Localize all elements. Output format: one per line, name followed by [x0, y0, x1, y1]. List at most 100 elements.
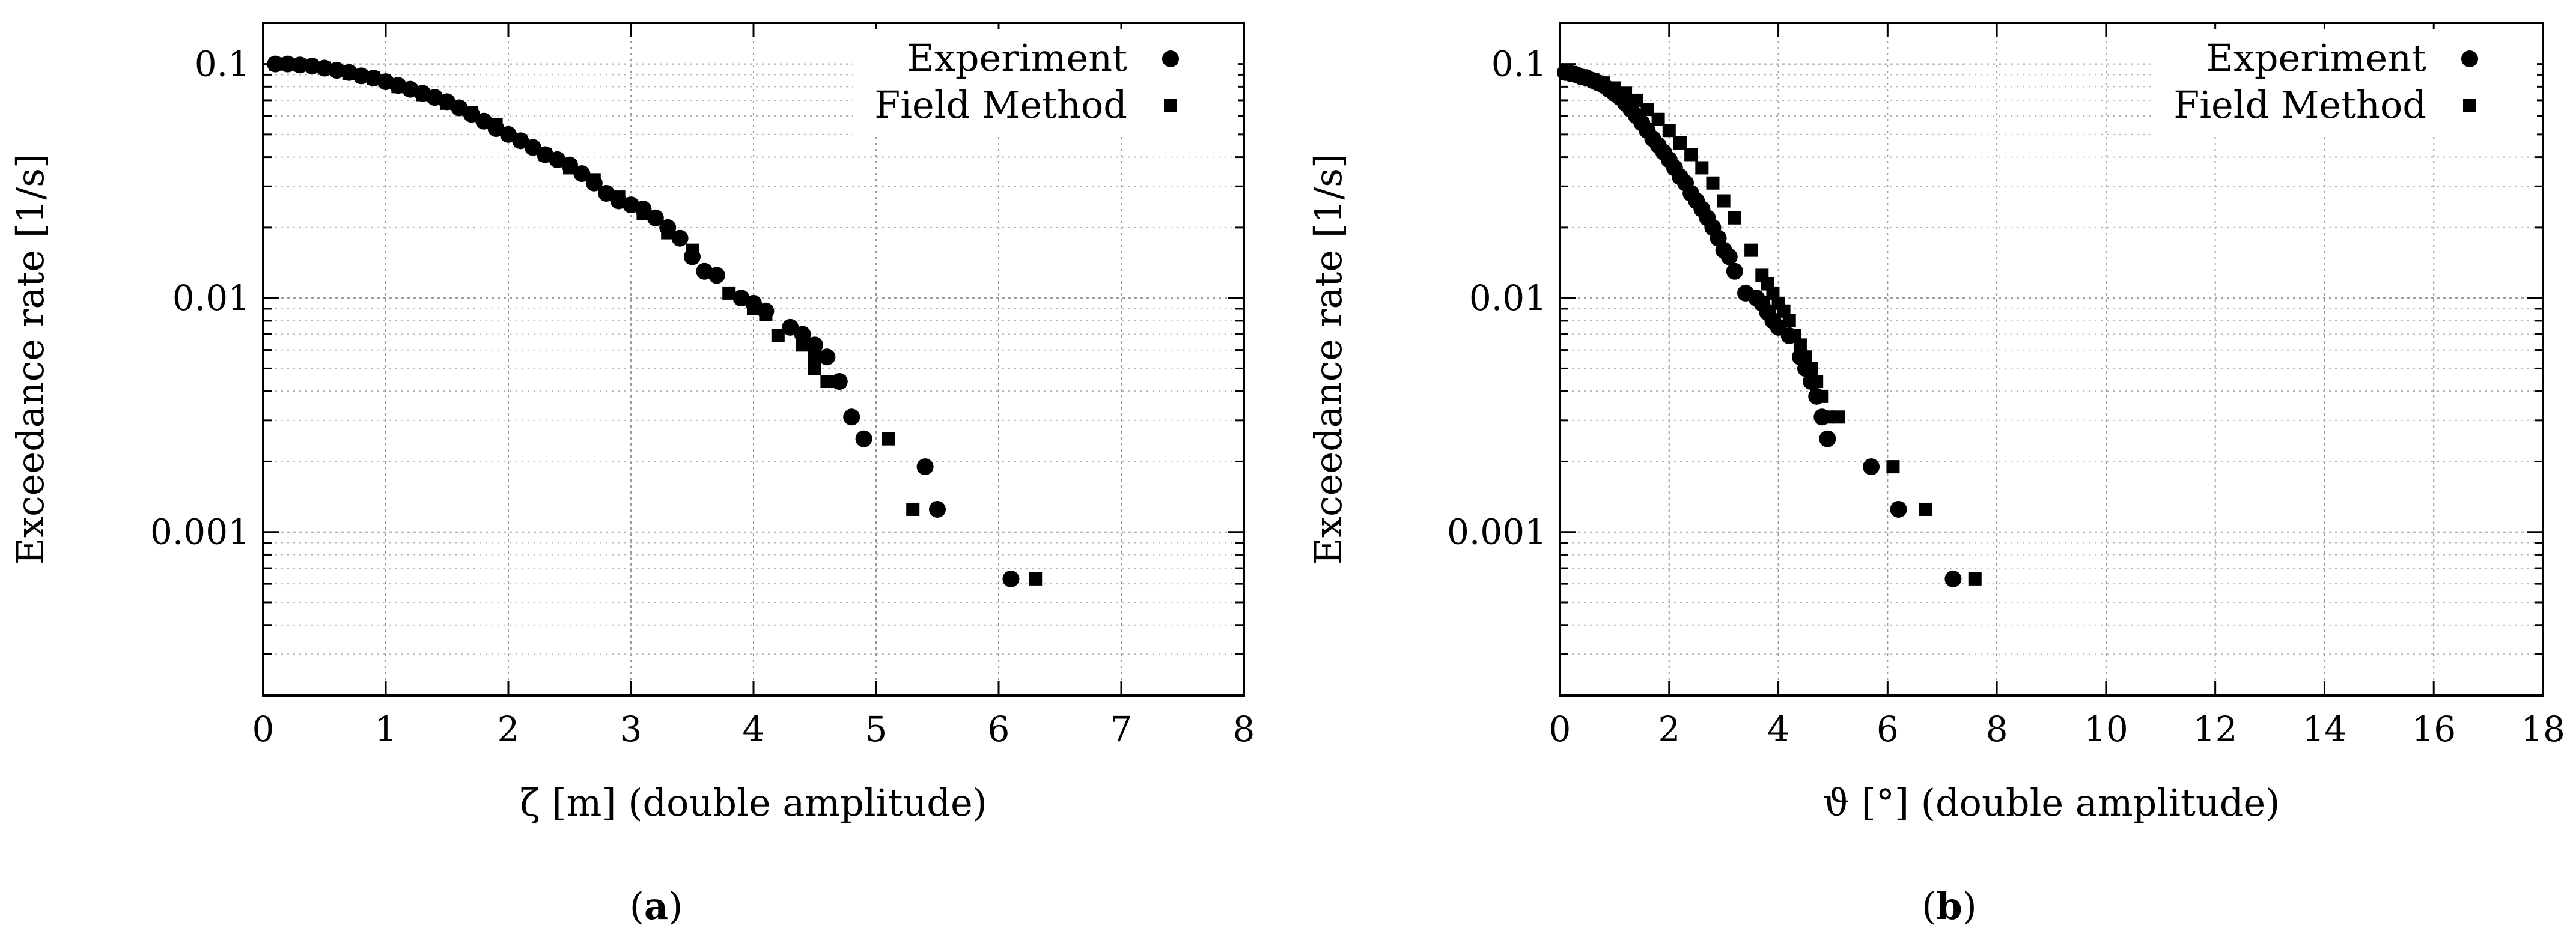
- data-point-experiment: [279, 55, 296, 73]
- data-point-field-method: [538, 148, 552, 162]
- data-point-field-method: [514, 134, 528, 148]
- chart-panel-b: 0 2 4 6 8 10 12 14 16 18 0.001 0.01 0.1 ϑ [°] (double…: [1306, 22, 2565, 928]
- legend-marker-square: [2463, 99, 2476, 112]
- legend-label: Experiment: [2206, 36, 2426, 80]
- data-point-experiment: [806, 336, 823, 354]
- legend-background: [853, 29, 1238, 137]
- data-point-field-method: [1766, 286, 1780, 300]
- data-point-field-method: [1810, 375, 1824, 389]
- data-point-field-method: [808, 350, 821, 364]
- data-point-field-method: [1821, 410, 1835, 424]
- y-tick-label: 0.001: [1447, 512, 1547, 553]
- data-point-experiment: [1863, 458, 1880, 476]
- data-point-field-method: [1662, 124, 1676, 138]
- legend-marker-square: [1164, 99, 1177, 112]
- data-point-field-method: [1728, 211, 1741, 225]
- y-tick-label: 0.01: [1469, 277, 1547, 318]
- data-point-experiment: [929, 500, 946, 518]
- data-point-experiment: [1944, 570, 1962, 587]
- data-point-field-method: [1597, 76, 1610, 90]
- data-point-field-method: [1717, 194, 1731, 208]
- data-point-field-method: [1029, 572, 1043, 586]
- data-point-field-method: [1564, 65, 1578, 79]
- data-point-field-method: [882, 432, 895, 446]
- data-point-experiment: [1720, 248, 1738, 265]
- x-tick-label: 4: [1767, 709, 1789, 750]
- data-point-field-method: [318, 61, 331, 75]
- data-point-field-method: [722, 286, 736, 300]
- data-point-field-method: [612, 190, 626, 204]
- data-point-field-method: [391, 80, 405, 94]
- data-point-field-method: [269, 57, 282, 71]
- data-point-field-method: [686, 243, 699, 257]
- x-tick-label: 10: [2084, 709, 2128, 750]
- y-axis-title: Exceedance rate [1/s]: [1306, 154, 1350, 565]
- data-point-field-method: [808, 362, 821, 375]
- x-tick-label: 18: [2521, 709, 2565, 750]
- data-point-field-method: [367, 71, 380, 85]
- x-tick-label: 12: [2193, 709, 2238, 750]
- data-point-field-method: [293, 58, 307, 72]
- data-point-experiment: [524, 139, 541, 156]
- data-point-field-method: [1815, 389, 1829, 403]
- x-tick-label: 7: [1110, 709, 1133, 750]
- legend-marker-circle: [2461, 50, 2478, 67]
- data-point-field-method: [796, 338, 809, 352]
- data-point-field-method: [440, 96, 454, 110]
- series-circle: [1557, 64, 1962, 587]
- data-point-field-method: [1799, 350, 1812, 364]
- data-point-experiment: [708, 267, 725, 284]
- data-point-field-method: [587, 173, 601, 187]
- data-point-field-method: [1684, 148, 1698, 162]
- data-point-field-method: [661, 226, 675, 240]
- data-point-experiment: [1819, 430, 1836, 447]
- data-point-field-method: [1968, 572, 1982, 586]
- plot-frame: [1559, 22, 2544, 697]
- data-point-field-method: [1832, 410, 1845, 424]
- data-point-experiment: [1002, 570, 1020, 587]
- x-tick-label: 2: [1658, 709, 1680, 750]
- x-tick-label: 8: [1233, 709, 1255, 750]
- data-point-field-method: [1782, 314, 1796, 327]
- data-point-field-method: [416, 88, 430, 102]
- data-point-field-method: [1640, 103, 1654, 117]
- x-axis-title: ϑ [°] (double amplitude): [1823, 781, 2280, 825]
- data-point-field-method: [342, 67, 356, 80]
- data-point-field-method: [832, 375, 846, 389]
- data-point-field-method: [820, 375, 834, 389]
- data-point-field-method: [464, 106, 478, 120]
- data-point-experiment: [1726, 262, 1743, 280]
- panel-caption-close: ): [1962, 884, 1977, 928]
- legend-label: Field Method: [2173, 83, 2426, 127]
- y-tick-label: 0.001: [150, 512, 250, 553]
- legend-background: [2152, 29, 2537, 137]
- y-tick-label: 0.01: [172, 277, 250, 318]
- x-tick-label: 5: [865, 709, 888, 750]
- panel-caption: (b): [1922, 884, 1977, 928]
- y-tick-label: 0.1: [195, 44, 250, 85]
- data-point-field-method: [1744, 243, 1758, 257]
- legend-label: Experiment: [907, 36, 1127, 80]
- data-point-field-method: [563, 161, 576, 175]
- data-point-experiment: [573, 165, 591, 183]
- data-point-experiment: [1890, 500, 1907, 518]
- data-point-field-method: [1586, 73, 1600, 86]
- data-point-field-method: [747, 302, 760, 315]
- x-tick-label: 2: [498, 709, 520, 750]
- x-tick-label: 6: [1877, 709, 1899, 750]
- data-point-field-method: [1630, 93, 1643, 107]
- data-point-field-method: [1804, 362, 1818, 375]
- x-axis-title: ζ [m] (double amplitude): [520, 781, 987, 825]
- panel-caption-open: (: [630, 884, 644, 928]
- series-square: [269, 57, 1043, 586]
- panel-caption-letter: b: [1936, 884, 1962, 928]
- chart-panel-a: 0 1 2 3 4 5 6 7 8 0.001 0.01 0.1 ζ [m] (double ampli…: [8, 22, 1255, 928]
- data-point-experiment: [671, 229, 689, 247]
- x-tick-label: 0: [1549, 709, 1571, 750]
- panel-caption-close: ): [668, 884, 683, 928]
- panel-caption-letter: a: [644, 884, 668, 928]
- y-axis-title: Exceedance rate [1/s]: [8, 154, 52, 565]
- data-point-field-method: [1651, 112, 1665, 126]
